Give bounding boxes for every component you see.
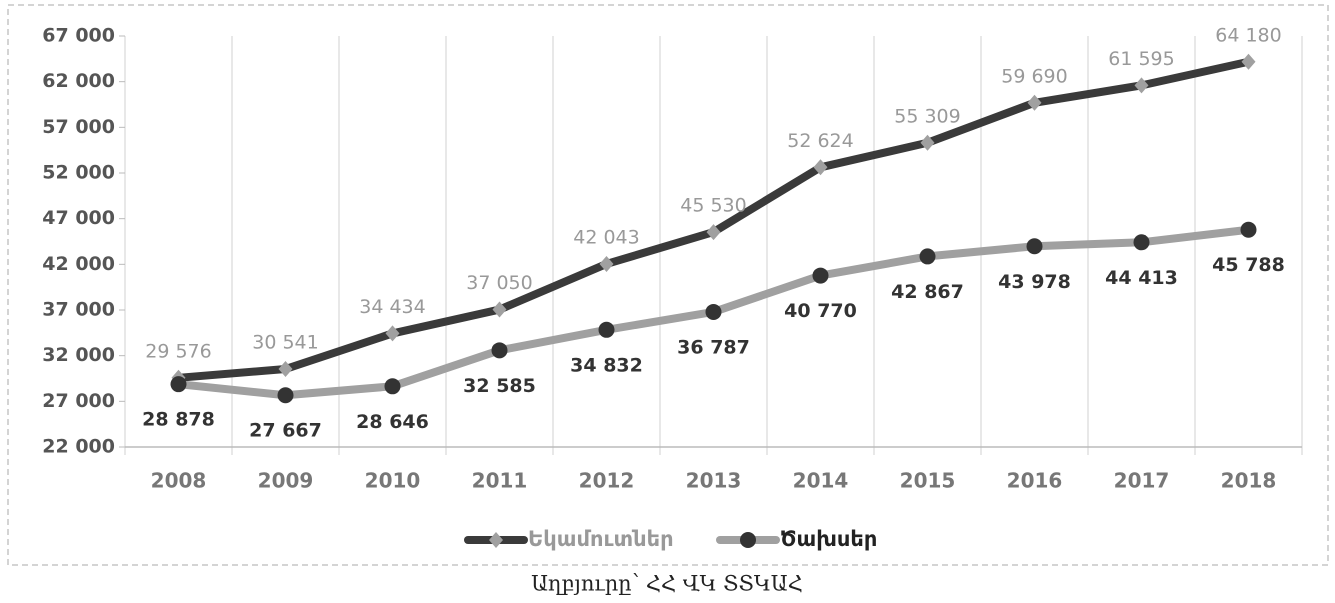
data-label: 42 043: [573, 226, 639, 248]
y-tick-label: 32 000: [42, 344, 115, 366]
point-marker: [1133, 234, 1150, 251]
data-label: 29 576: [145, 340, 211, 362]
point-marker: [385, 325, 400, 342]
chart-frame: [7, 4, 1329, 566]
point-marker: [1241, 53, 1256, 70]
y-tick-label: 37 000: [42, 299, 115, 321]
x-tick-label: 2017: [1114, 469, 1170, 493]
point-marker: [1134, 77, 1149, 94]
x-tick-label: 2009: [258, 469, 314, 493]
point-marker: [277, 387, 294, 404]
y-tick-label: 57 000: [42, 116, 115, 138]
data-label: 52 624: [787, 130, 853, 152]
data-label: 32 585: [463, 375, 536, 397]
point-marker: [1026, 238, 1043, 255]
point-marker: [278, 360, 293, 377]
data-label: 44 413: [1105, 267, 1178, 289]
point-marker: [706, 224, 721, 241]
data-label: 28 878: [142, 409, 215, 431]
x-tick-label: 2013: [686, 469, 742, 493]
point-marker: [599, 255, 614, 272]
legend-marker: [489, 532, 503, 548]
point-marker: [705, 303, 722, 320]
y-tick-label: 47 000: [42, 207, 115, 229]
y-tick-label: 62 000: [42, 70, 115, 92]
legend-label: Եկամուտներ: [528, 527, 674, 551]
point-marker: [813, 159, 828, 176]
x-tick-label: 2015: [900, 469, 956, 493]
data-label: 45 530: [680, 195, 746, 217]
x-tick-label: 2008: [151, 469, 207, 493]
point-marker: [491, 342, 508, 359]
y-tick-label: 22 000: [42, 436, 115, 458]
data-label: 45 788: [1212, 254, 1285, 276]
x-tick-label: 2016: [1007, 469, 1063, 493]
data-label: 28 646: [356, 411, 429, 433]
point-marker: [1240, 221, 1257, 238]
x-tick-label: 2014: [793, 469, 849, 493]
data-label: 59 690: [1001, 65, 1067, 87]
data-label: 37 050: [466, 272, 532, 294]
data-label: 27 667: [249, 420, 322, 442]
y-tick-label: 42 000: [42, 253, 115, 275]
y-tick-label: 52 000: [42, 162, 115, 184]
data-label: 61 595: [1108, 48, 1174, 70]
point-marker: [492, 301, 507, 318]
data-label: 40 770: [784, 300, 857, 322]
data-label: 55 309: [894, 105, 960, 127]
data-label: 30 541: [252, 331, 318, 353]
data-label: 42 867: [891, 281, 964, 303]
y-tick-label: 67 000: [42, 25, 115, 47]
point-marker: [384, 378, 401, 395]
x-tick-label: 2018: [1221, 469, 1277, 493]
source-caption: Աղբյուրը՝ ՀՀ ՎԿ ՏՏԿԱՀ: [531, 572, 803, 596]
point-marker: [919, 248, 936, 265]
legend-marker: [740, 532, 756, 548]
x-tick-label: 2012: [579, 469, 635, 493]
legend-label: Ծախսեր: [780, 527, 877, 551]
point-marker: [812, 267, 829, 284]
x-tick-label: 2011: [472, 469, 528, 493]
data-label: 36 787: [677, 336, 750, 358]
point-marker: [598, 321, 615, 338]
point-marker: [920, 134, 935, 151]
x-tick-label: 2010: [365, 469, 421, 493]
y-tick-label: 27 000: [42, 390, 115, 412]
point-marker: [170, 376, 187, 393]
data-label: 64 180: [1215, 24, 1281, 46]
point-marker: [1027, 94, 1042, 111]
data-label: 34 832: [570, 354, 643, 376]
data-label: 34 434: [359, 296, 425, 318]
data-label: 43 978: [998, 271, 1071, 293]
